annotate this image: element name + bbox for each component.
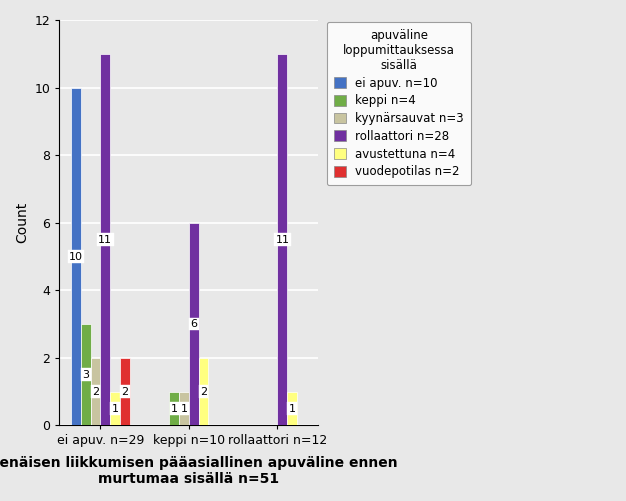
Text: 2: 2	[92, 387, 99, 397]
Bar	[170, 392, 179, 425]
Legend: ei apuv. n=10, keppi n=4, kyynärsauvat n=3, rollaattori n=28, avustettuna n=4, v: ei apuv. n=10, keppi n=4, kyynärsauvat n…	[327, 22, 471, 185]
Bar	[198, 358, 208, 425]
Bar	[100, 54, 110, 425]
Bar	[189, 223, 198, 425]
Text: 2: 2	[121, 387, 128, 397]
Bar	[287, 392, 297, 425]
Bar	[71, 88, 81, 425]
Bar	[120, 358, 130, 425]
Text: 11: 11	[275, 234, 289, 244]
Text: 1: 1	[171, 403, 178, 413]
Bar	[277, 54, 287, 425]
Text: 10: 10	[69, 252, 83, 262]
Text: 2: 2	[200, 387, 207, 397]
Y-axis label: Count: Count	[15, 202, 29, 243]
Text: 1: 1	[289, 403, 295, 413]
Text: 1: 1	[111, 403, 118, 413]
Text: 6: 6	[190, 319, 197, 329]
Bar	[91, 358, 100, 425]
Text: 1: 1	[181, 403, 188, 413]
Text: 3: 3	[83, 370, 90, 380]
Bar	[179, 392, 189, 425]
X-axis label: itsenäisen liikkumisen pääasiallinen apuväline ennen
murtumaa sisällä n=51: itsenäisen liikkumisen pääasiallinen apu…	[0, 456, 398, 486]
Text: 11: 11	[98, 234, 112, 244]
Bar	[81, 324, 91, 425]
Bar	[110, 392, 120, 425]
